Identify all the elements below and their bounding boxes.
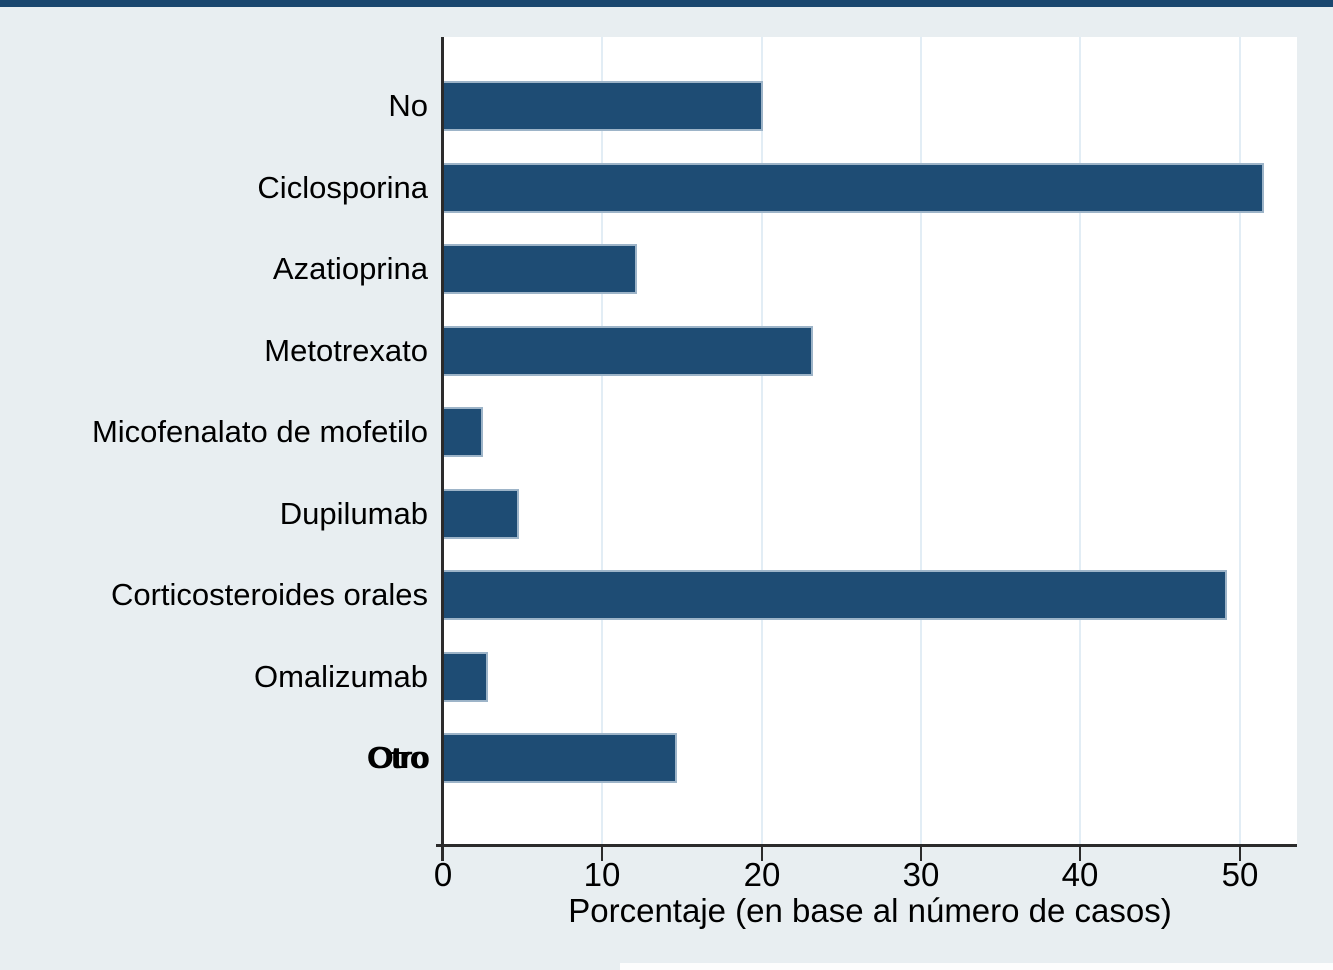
category-label: Otro bbox=[367, 740, 428, 775]
category-label: No bbox=[388, 88, 428, 123]
x-tick-mark bbox=[761, 845, 763, 861]
gridline bbox=[1079, 37, 1081, 845]
x-tick-mark bbox=[1079, 845, 1081, 861]
category-label: Azatioprina bbox=[272, 251, 428, 286]
figure-top-border bbox=[0, 0, 1333, 7]
x-tick-label: 50 bbox=[1221, 856, 1259, 893]
x-axis-title: Porcentaje (en base al número de casos) bbox=[568, 892, 1172, 929]
category-label: Omalizumab bbox=[254, 659, 428, 694]
x-tick-mark bbox=[442, 845, 444, 861]
bar-metotrexato bbox=[443, 326, 813, 376]
gridline bbox=[1239, 37, 1241, 845]
x-tick-label: 40 bbox=[1061, 856, 1099, 893]
bottom-edge-artifact bbox=[620, 963, 1333, 970]
x-tick-mark bbox=[1239, 845, 1241, 861]
bar-omalizumab bbox=[443, 652, 488, 702]
x-tick-mark bbox=[920, 845, 922, 861]
gridline bbox=[601, 37, 603, 845]
bar-micofenalato-de-mofetilo bbox=[443, 407, 483, 457]
gridline bbox=[761, 37, 763, 845]
x-tick-mark bbox=[601, 845, 603, 861]
category-label: Micofenalato de mofetilo bbox=[91, 414, 428, 449]
x-axis-line bbox=[436, 844, 1297, 847]
category-axis-labels: No Ciclosporina Azatioprina Metotrexato Mico… bbox=[0, 0, 428, 970]
gridline bbox=[920, 37, 922, 845]
x-tick-label: 30 bbox=[902, 856, 940, 893]
bar-dupilumab bbox=[443, 489, 519, 539]
category-label: Ciclosporina bbox=[257, 170, 428, 205]
x-tick-label: 0 bbox=[433, 856, 453, 893]
bar-ciclosporina bbox=[443, 163, 1264, 213]
x-tick-label: 20 bbox=[743, 856, 781, 893]
plot-area bbox=[443, 37, 1297, 845]
bar-otro bbox=[443, 733, 677, 783]
bar-corticosteroides-orales bbox=[443, 570, 1227, 620]
category-label: Corticosteroides orales bbox=[110, 577, 428, 612]
x-tick-label: 10 bbox=[583, 856, 621, 893]
category-label: Metotrexato bbox=[264, 333, 428, 368]
bar-no bbox=[443, 81, 763, 131]
bar-azatioprina bbox=[443, 244, 637, 294]
category-label: Dupilumab bbox=[279, 496, 428, 531]
y-axis-line bbox=[441, 37, 444, 861]
